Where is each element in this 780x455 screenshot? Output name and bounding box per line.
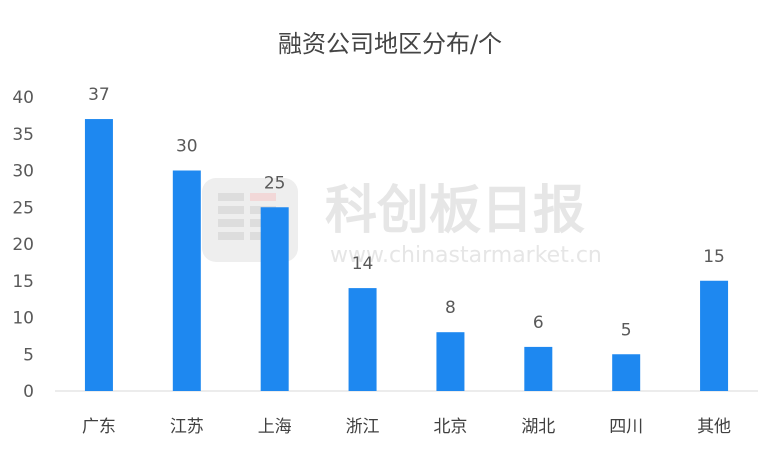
data-label: 37 bbox=[88, 85, 110, 105]
bar bbox=[524, 346, 553, 391]
category-label: 北京 bbox=[433, 417, 467, 437]
y-tick-label: 5 bbox=[23, 345, 34, 365]
y-axis-ticks: 0 5 10 15 20 25 30 35 40 bbox=[12, 88, 34, 402]
y-tick-label: 30 bbox=[12, 162, 34, 182]
bar bbox=[348, 288, 377, 391]
y-tick-label: 40 bbox=[12, 88, 34, 108]
data-label: 14 bbox=[352, 254, 374, 274]
category-label: 浙江 bbox=[346, 417, 380, 437]
bar bbox=[84, 119, 113, 392]
category-label: 广东 bbox=[82, 417, 116, 437]
data-label: 6 bbox=[533, 313, 544, 333]
category-label: 江苏 bbox=[170, 417, 204, 437]
category-label: 湖北 bbox=[521, 417, 555, 437]
category-labels: 广东 江苏 上海 浙江 北京 湖北 四川 其他 bbox=[82, 417, 731, 437]
data-label: 15 bbox=[703, 247, 725, 267]
data-labels: 37 30 25 14 8 6 5 15 bbox=[88, 85, 725, 340]
data-label: 25 bbox=[264, 173, 286, 193]
watermark: 科创板日报 www.chinastarmarket.cn bbox=[202, 178, 602, 268]
bar bbox=[260, 207, 289, 391]
bar bbox=[172, 170, 201, 391]
bars bbox=[84, 119, 729, 392]
y-tick-label: 10 bbox=[12, 309, 34, 329]
chart-title: 融资公司地区分布/个 bbox=[278, 30, 502, 58]
data-label: 5 bbox=[621, 320, 632, 340]
bar bbox=[612, 354, 641, 391]
data-label: 8 bbox=[445, 298, 456, 318]
watermark-url: www.chinastarmarket.cn bbox=[330, 243, 602, 268]
data-label: 30 bbox=[176, 137, 198, 157]
y-tick-label: 35 bbox=[12, 125, 34, 145]
y-tick-label: 25 bbox=[12, 198, 34, 218]
y-tick-label: 20 bbox=[12, 235, 34, 255]
category-label: 其他 bbox=[697, 417, 731, 437]
y-tick-label: 0 bbox=[23, 382, 34, 402]
category-label: 上海 bbox=[258, 417, 292, 437]
bar bbox=[436, 332, 465, 391]
y-tick-label: 15 bbox=[12, 272, 34, 292]
watermark-text: 科创板日报 bbox=[325, 181, 585, 241]
bar bbox=[700, 280, 729, 391]
category-label: 四川 bbox=[609, 417, 643, 437]
